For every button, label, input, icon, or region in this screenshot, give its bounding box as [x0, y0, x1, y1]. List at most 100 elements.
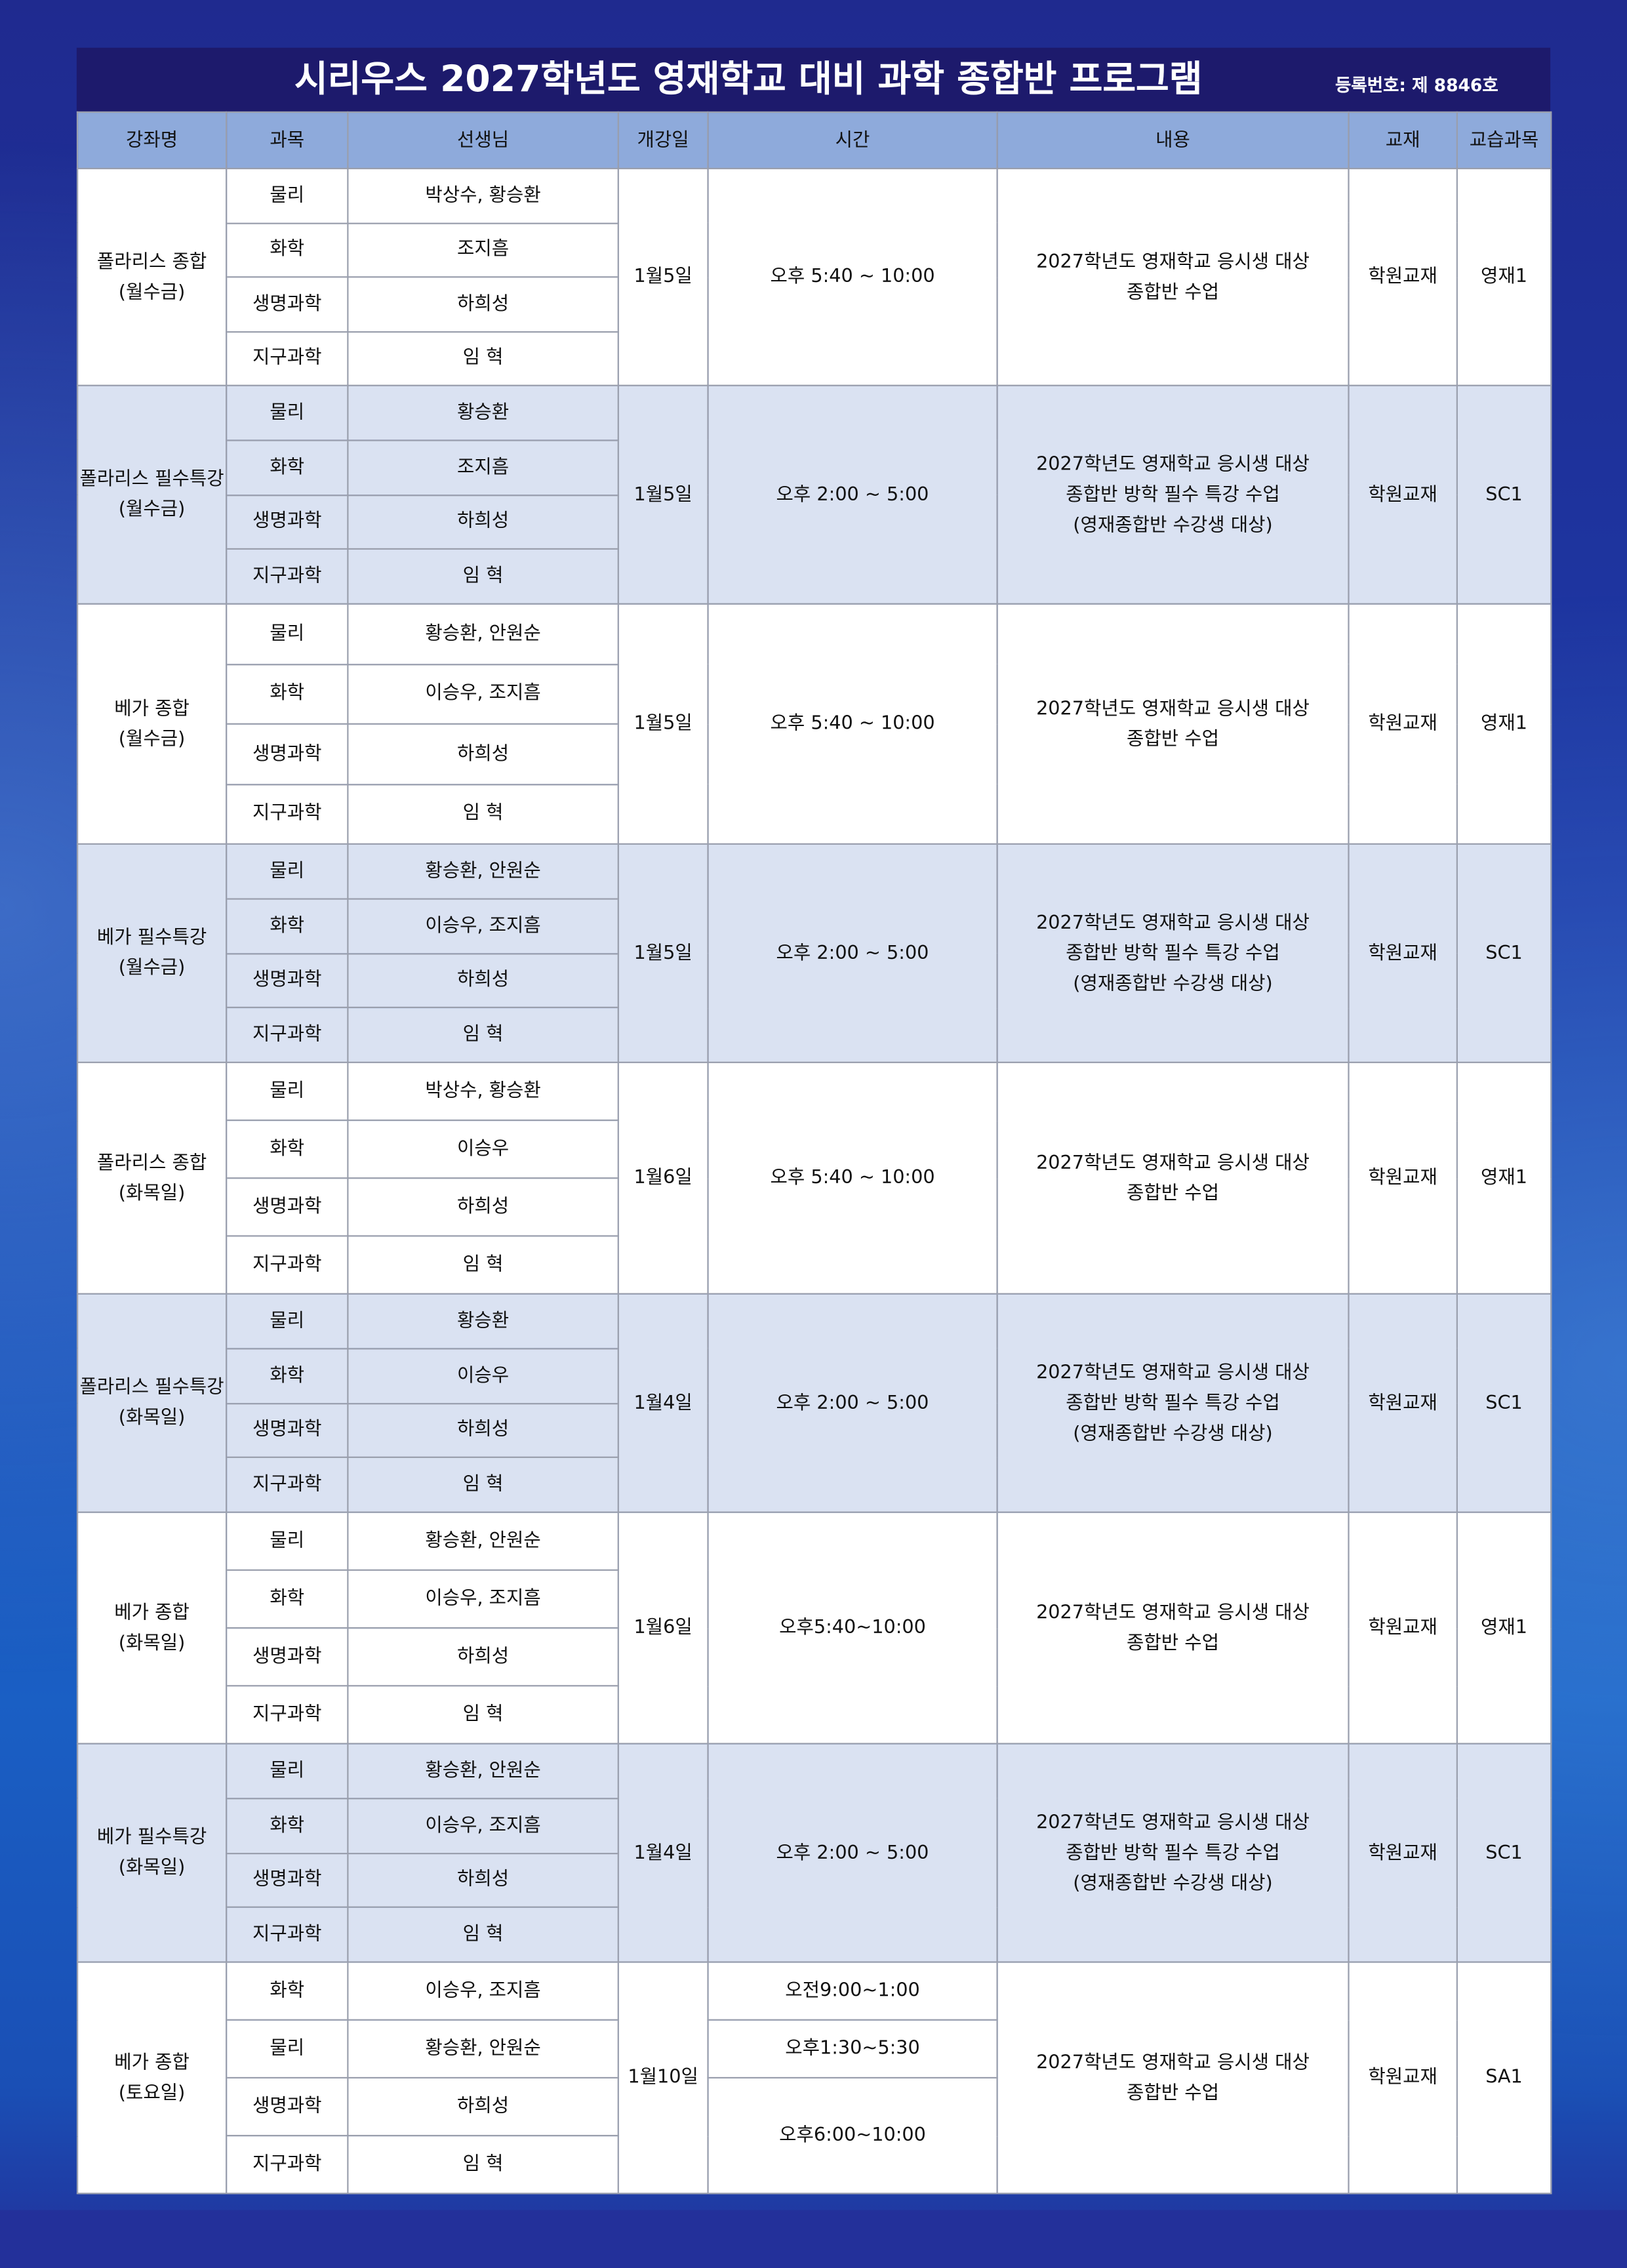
teacher: 이승우 [347, 1347, 619, 1404]
course-name-text: 베가 종합 [114, 1602, 190, 1624]
teacher-text: 조지흠 [456, 239, 510, 261]
course-name: 베가 종합 (월수금) [76, 603, 228, 845]
teacher-text: 이승우 [456, 1138, 510, 1160]
teacher-text: 임 혁 [462, 1253, 504, 1276]
subject-text: 물리 [270, 2038, 305, 2060]
teacher: 황승환, 안원순 [347, 843, 619, 900]
subject: 지구과학 [226, 548, 349, 605]
teacher-text: 황승환, 안원순 [425, 622, 541, 645]
table-row: 폴라리스 종합 (화목일) 물리 박상수, 황승환 1월6일 오후 5:40 ~ 10:0… [76, 1061, 1552, 1295]
start-date-text: 1월6일 [633, 1167, 693, 1189]
content-text: 종합반 수업 [1126, 728, 1219, 750]
time-text: 오후 2:00 ~ 5:00 [776, 1842, 929, 1864]
table-row: 지구과학 임 혁 [77, 1457, 1551, 1513]
teacher-text: 이승우, 조지흠 [425, 1980, 541, 2002]
teaching-subject-text: 영재1 [1480, 266, 1528, 288]
table-row: 생명과학 하희성 [77, 1627, 1551, 1687]
content-text: 2027학년도 영재학교 응시생 대상 [1036, 251, 1310, 273]
subject-text: 지구과학 [252, 1703, 322, 1726]
teacher-text: 황승환 [456, 1310, 510, 1332]
table-row: 지구과학 임 혁 [77, 783, 1551, 845]
course-name-text: (월수금) [118, 728, 186, 750]
content-text: (영재종합반 수강생 대상) [1073, 1422, 1273, 1444]
teacher: 조지흠 [347, 222, 619, 278]
teacher: 이승우, 조지흠 [347, 1569, 619, 1629]
table-row: 베가 종합 (토요일) 화학 이승우, 조지흠 1월10일 오전9:00~1:00 2027… [76, 1961, 1552, 2195]
subject-text: 생명과학 [252, 511, 322, 533]
subject: 화학 [226, 1961, 349, 2021]
teaching-subject-text: 영재1 [1480, 1167, 1528, 1189]
content-text: (영재종합반 수강생 대상) [1073, 514, 1273, 537]
content: 2027학년도 영재학교 응시생 대상 종합반 방학 필수 특강 수업 (영재종합반… [996, 1743, 1350, 1963]
subject-text: 지구과학 [252, 347, 322, 369]
time-text: 오후6:00~10:00 [779, 2124, 926, 2147]
time-text: 오후 5:40 ~ 10:00 [770, 266, 935, 288]
teacher-text: 박상수, 황승환 [425, 1080, 541, 1103]
course-name-text: 베가 필수특강 [96, 927, 207, 949]
content-text: 2027학년도 영재학교 응시생 대상 [1036, 2052, 1310, 2074]
subject-text: 생명과학 [252, 1196, 322, 1218]
column-header: 내용 [996, 111, 1350, 170]
start-date-text: 1월4일 [633, 1842, 693, 1864]
teacher: 임 혁 [347, 2135, 619, 2195]
subject-text: 화학 [270, 456, 305, 479]
teacher-text: 임 혁 [462, 1703, 504, 1726]
start-date: 1월4일 [617, 1743, 709, 1963]
textbook: 학원교재 [1348, 843, 1458, 1063]
textbook-text: 학원교재 [1368, 942, 1437, 964]
teaching-subject-text: SA1 [1485, 2067, 1523, 2089]
subject: 지구과학 [226, 1235, 349, 1295]
time-text: 오후 2:00 ~ 5:00 [776, 483, 929, 506]
teacher-text: 임 혁 [462, 1474, 504, 1496]
subject-text: 화학 [270, 1980, 305, 2002]
teacher: 박상수, 황승환 [347, 1061, 619, 1122]
column-header: 교재 [1348, 111, 1458, 170]
teacher: 임 혁 [347, 1685, 619, 1745]
content: 2027학년도 영재학교 응시생 대상 종합반 방학 필수 특강 수업 (영재종합반… [996, 384, 1350, 605]
table-row: 생명과학 하희성 [77, 494, 1551, 550]
teacher: 조지흠 [347, 439, 619, 496]
content-text: 종합반 수업 [1126, 1632, 1219, 1654]
time: 오전9:00~1:00 [707, 1961, 998, 2021]
table-row: 물리 황승환, 안원순 오후1:30~5:30 [77, 2019, 1551, 2079]
start-date: 1월6일 [617, 1061, 709, 1295]
teaching-subject-text: 영재1 [1480, 1617, 1528, 1639]
subject: 물리 [226, 603, 349, 665]
start-date-text: 1월5일 [633, 266, 693, 288]
subject: 물리 [226, 843, 349, 900]
subject: 생명과학 [226, 1852, 349, 1909]
subject-text: 지구과학 [252, 1024, 322, 1046]
teacher: 황승환, 안원순 [347, 1743, 619, 1799]
time-text: 오후 5:40 ~ 10:00 [770, 713, 935, 735]
teacher: 이승우, 조지흠 [347, 663, 619, 725]
table-row: 생명과학 하희성 [77, 1402, 1551, 1459]
subject: 물리 [226, 167, 349, 224]
table-row: 생명과학 하희성 [77, 723, 1551, 785]
teacher: 이승우, 조지흠 [347, 1797, 619, 1854]
teacher-text: 이승우, 조지흠 [425, 683, 541, 705]
subject: 생명과학 [226, 1177, 349, 1237]
course-name: 베가 필수특강 (월수금) [76, 843, 228, 1063]
course-name-text: 베가 종합 [114, 2052, 190, 2074]
course-name-text: (월수금) [118, 281, 186, 304]
teacher: 황승환, 안원순 [347, 603, 619, 665]
table-row: 화학 이승우, 조지흠 [77, 663, 1551, 725]
subject: 물리 [226, 2019, 349, 2079]
textbook: 학원교재 [1348, 167, 1458, 386]
content-text: 종합반 방학 필수 특강 수업 [1066, 483, 1280, 506]
teaching-subject: SC1 [1456, 384, 1552, 605]
time: 오후 2:00 ~ 5:00 [707, 384, 998, 605]
teacher-text: 조지흠 [456, 456, 510, 479]
teacher-text: 이승우, 조지흠 [425, 915, 541, 937]
course-name: 폴라리스 필수특강 (월수금) [76, 384, 228, 605]
content-text: 종합반 수업 [1126, 281, 1219, 304]
subject-text: 생명과학 [252, 293, 322, 315]
teacher: 이승우 [347, 1119, 619, 1179]
textbook-text: 학원교재 [1368, 1167, 1437, 1189]
content-text: (영재종합반 수강생 대상) [1073, 1872, 1273, 1894]
time-text: 오후1:30~5:30 [785, 2038, 920, 2060]
teaching-subject: SA1 [1456, 1961, 1552, 2195]
teacher: 하희성 [347, 1627, 619, 1687]
subject: 생명과학 [226, 1627, 349, 1687]
content-text: 종합반 방학 필수 특강 수업 [1066, 942, 1280, 964]
